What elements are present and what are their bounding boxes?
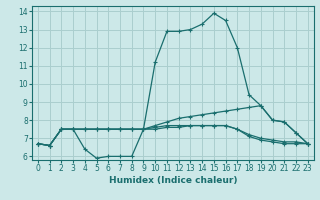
X-axis label: Humidex (Indice chaleur): Humidex (Indice chaleur) [108,176,237,185]
